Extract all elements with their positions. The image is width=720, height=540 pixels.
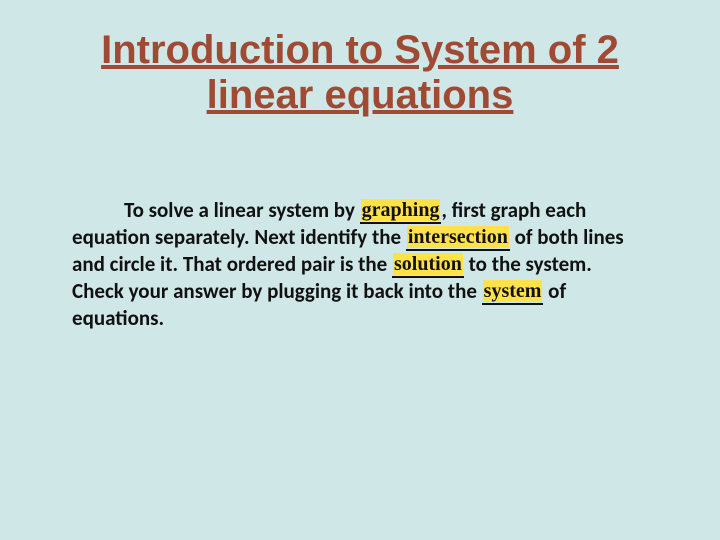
slide-title: Introduction to System of 2 linear equat…: [72, 28, 648, 118]
slide-container: Introduction to System of 2 linear equat…: [0, 0, 720, 540]
blank-solution: solution: [392, 254, 464, 278]
slide-body: To solve a linear system by graphing, fi…: [72, 198, 648, 332]
blank-graphing: graphing: [360, 200, 442, 224]
fill-graphing: graphing: [361, 199, 441, 221]
fill-intersection: intersection: [407, 226, 509, 248]
blank-system: system: [482, 281, 544, 305]
fill-system: system: [483, 280, 543, 302]
fill-solution: solution: [393, 253, 463, 275]
text-run-1: To solve a linear system by: [124, 197, 360, 223]
blank-intersection: intersection: [406, 227, 510, 251]
